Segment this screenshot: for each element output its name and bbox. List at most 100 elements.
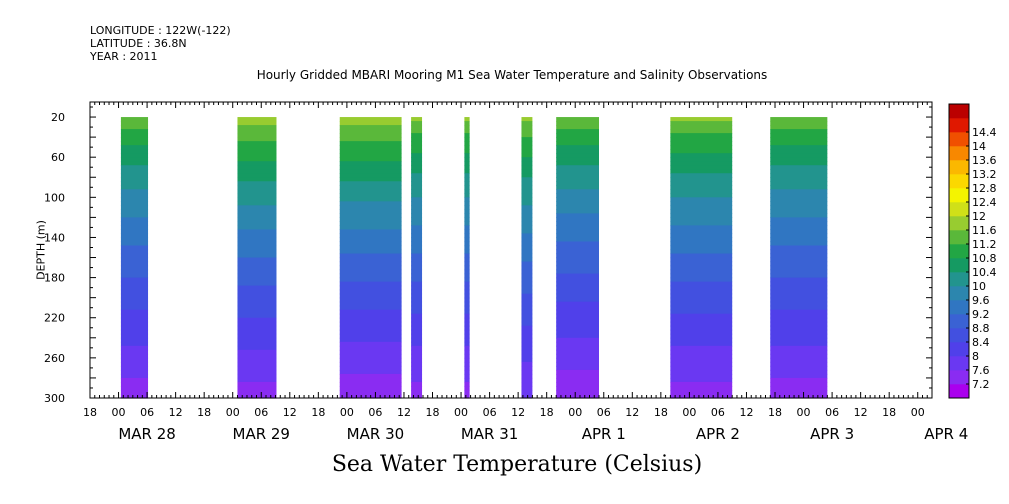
- x-tick-label: 06: [825, 406, 839, 419]
- colorbar-swatch: [949, 258, 969, 273]
- x-day-label: APR 2: [696, 425, 740, 443]
- temperature-cell: [339, 249, 402, 255]
- temperature-cell: [770, 289, 828, 295]
- temperature-cell: [120, 269, 149, 275]
- x-tick-label: 06: [597, 406, 611, 419]
- temperature-cell: [120, 201, 149, 206]
- temperature-cell: [411, 349, 423, 355]
- x-day-label: MAR 31: [461, 425, 518, 443]
- temperature-cell: [670, 213, 733, 218]
- chart-title: Hourly Gridded MBARI Mooring M1 Sea Wate…: [256, 68, 768, 82]
- temperature-cell: [770, 137, 828, 142]
- temperature-cell: [339, 149, 402, 154]
- temperature-cell: [120, 221, 149, 227]
- temperature-cell: [464, 137, 470, 142]
- temperature-cell: [556, 169, 600, 174]
- temperature-cell: [411, 361, 423, 367]
- data-block-8: [770, 117, 828, 399]
- temperature-cell: [670, 173, 733, 178]
- temperature-cell: [770, 193, 828, 198]
- temperature-cell: [670, 385, 733, 391]
- x-tick-label: 18: [882, 406, 896, 419]
- temperature-cell: [411, 341, 423, 347]
- temperature-cell: [521, 277, 533, 283]
- temperature-cell: [411, 229, 423, 235]
- colorbar-swatch: [949, 146, 969, 161]
- temperature-cell: [237, 257, 277, 263]
- temperature-cell: [237, 381, 277, 387]
- temperature-cell: [411, 297, 423, 303]
- temperature-cell: [120, 329, 149, 335]
- temperature-cell: [556, 205, 600, 210]
- temperature-cell: [120, 349, 149, 355]
- temperature-cell: [464, 293, 470, 299]
- temperature-cell: [339, 333, 402, 339]
- temperature-cell: [521, 293, 533, 299]
- temperature-cell: [120, 369, 149, 375]
- temperature-cell: [556, 137, 600, 142]
- temperature-cell: [521, 189, 533, 194]
- temperature-cell: [670, 137, 733, 142]
- temperature-cell: [411, 173, 423, 178]
- temperature-cell: [237, 261, 277, 267]
- x-tick-label: 12: [739, 406, 753, 419]
- temperature-cell: [464, 173, 470, 178]
- temperature-cell: [521, 393, 533, 399]
- temperature-cell: [339, 169, 402, 174]
- temperature-cell: [670, 245, 733, 251]
- temperature-cell: [339, 361, 402, 367]
- temperature-cell: [464, 205, 470, 210]
- x-day-label: MAR 28: [118, 425, 175, 443]
- temperature-cell: [411, 125, 423, 130]
- temperature-cell: [120, 141, 149, 146]
- temperature-cell: [464, 185, 470, 190]
- temperature-cell: [670, 209, 733, 214]
- temperature-cell: [120, 161, 149, 166]
- temperature-cell: [521, 161, 533, 166]
- temperature-cell: [556, 181, 600, 186]
- temperature-cell: [670, 233, 733, 239]
- temperature-cell: [770, 205, 828, 210]
- temperature-cell: [411, 345, 423, 351]
- temperature-cell: [411, 245, 423, 251]
- temperature-cell: [339, 389, 402, 395]
- colorbar-label: 11.6: [972, 224, 997, 237]
- temperature-cell: [670, 309, 733, 315]
- temperature-cell: [237, 169, 277, 174]
- temperature-cell: [339, 273, 402, 279]
- temperature-cell: [339, 341, 402, 347]
- x-tick-label: 18: [197, 406, 211, 419]
- temperature-cell: [339, 253, 402, 259]
- temperature-cell: [464, 117, 470, 122]
- temperature-cell: [464, 145, 470, 150]
- colorbar-label: 10: [972, 280, 986, 293]
- temperature-cell: [770, 121, 828, 126]
- temperature-cell: [411, 353, 423, 359]
- temperature-cell: [120, 117, 149, 122]
- temperature-cell: [770, 181, 828, 186]
- temperature-cell: [339, 121, 402, 126]
- colorbar-label: 7.6: [972, 364, 990, 377]
- temperature-cell: [464, 277, 470, 283]
- temperature-cell: [237, 289, 277, 295]
- temperature-cell: [770, 377, 828, 383]
- temperature-cell: [464, 281, 470, 287]
- temperature-cell: [411, 129, 423, 134]
- temperature-cell: [464, 161, 470, 166]
- temperature-cell: [464, 353, 470, 359]
- temperature-cell: [237, 117, 277, 122]
- y-tick-label: 20: [51, 111, 65, 124]
- temperature-cell: [556, 269, 600, 275]
- temperature-cell: [120, 345, 149, 351]
- data-block-1: [237, 117, 277, 399]
- temperature-cell: [670, 361, 733, 367]
- temperature-cell: [670, 205, 733, 210]
- temperature-cell: [464, 309, 470, 315]
- temperature-cell: [120, 193, 149, 198]
- temperature-cell: [339, 193, 402, 198]
- temperature-cell: [339, 373, 402, 379]
- temperature-cell: [411, 193, 423, 198]
- temperature-cell: [670, 297, 733, 303]
- temperature-cell: [464, 133, 470, 138]
- temperature-cell: [770, 221, 828, 227]
